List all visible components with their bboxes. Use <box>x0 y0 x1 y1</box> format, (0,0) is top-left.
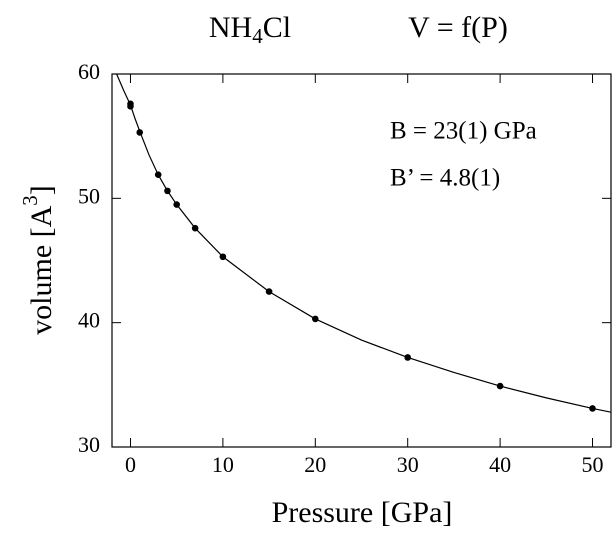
y-axis-label: volume [A3] <box>18 185 58 335</box>
data-point <box>311 315 319 323</box>
data-point <box>173 201 180 208</box>
y-tick-label: 60 <box>78 59 100 84</box>
title-part: Cl <box>263 11 291 44</box>
annotation: B = 23(1) GPa <box>390 118 537 145</box>
data-point <box>136 129 144 136</box>
y-tick-label: 30 <box>78 432 100 457</box>
x-axis-label: Pressure [GPa] <box>272 496 453 529</box>
data-point <box>219 253 227 261</box>
data-point <box>265 288 273 295</box>
data-point <box>154 171 162 179</box>
y-label-part: volume [A <box>25 205 58 334</box>
title-subscript: 4 <box>252 24 263 48</box>
y-tick-label: 50 <box>78 183 100 208</box>
x-tick-label: 50 <box>582 452 604 477</box>
annotation: B’ = 4.8(1) <box>390 165 500 192</box>
data-point <box>589 405 596 412</box>
y-tick-label: 40 <box>78 308 100 333</box>
chart-title: NH4Cl <box>209 11 291 48</box>
y-label-part: ] <box>25 185 58 195</box>
data-point <box>496 382 504 390</box>
x-tick-label: 40 <box>489 452 511 477</box>
data-point <box>127 103 134 110</box>
x-tick-label: 0 <box>125 452 136 477</box>
y-label-superscript: 3 <box>18 195 42 206</box>
plot-frame <box>111 73 612 448</box>
x-tick-label: 20 <box>304 452 326 477</box>
x-tick-label: 30 <box>397 452 419 477</box>
fit-curve <box>116 74 611 413</box>
chart-subtitle: V = f(P) <box>408 11 508 44</box>
data-point <box>191 224 199 232</box>
title-part: NH <box>209 11 252 44</box>
data-point <box>164 187 171 195</box>
x-tick-label: 10 <box>212 452 234 477</box>
data-point <box>404 354 412 361</box>
